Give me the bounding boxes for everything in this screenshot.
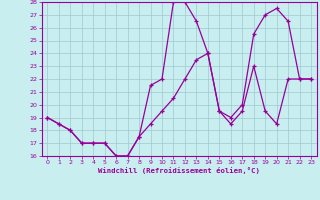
X-axis label: Windchill (Refroidissement éolien,°C): Windchill (Refroidissement éolien,°C) — [98, 167, 260, 174]
